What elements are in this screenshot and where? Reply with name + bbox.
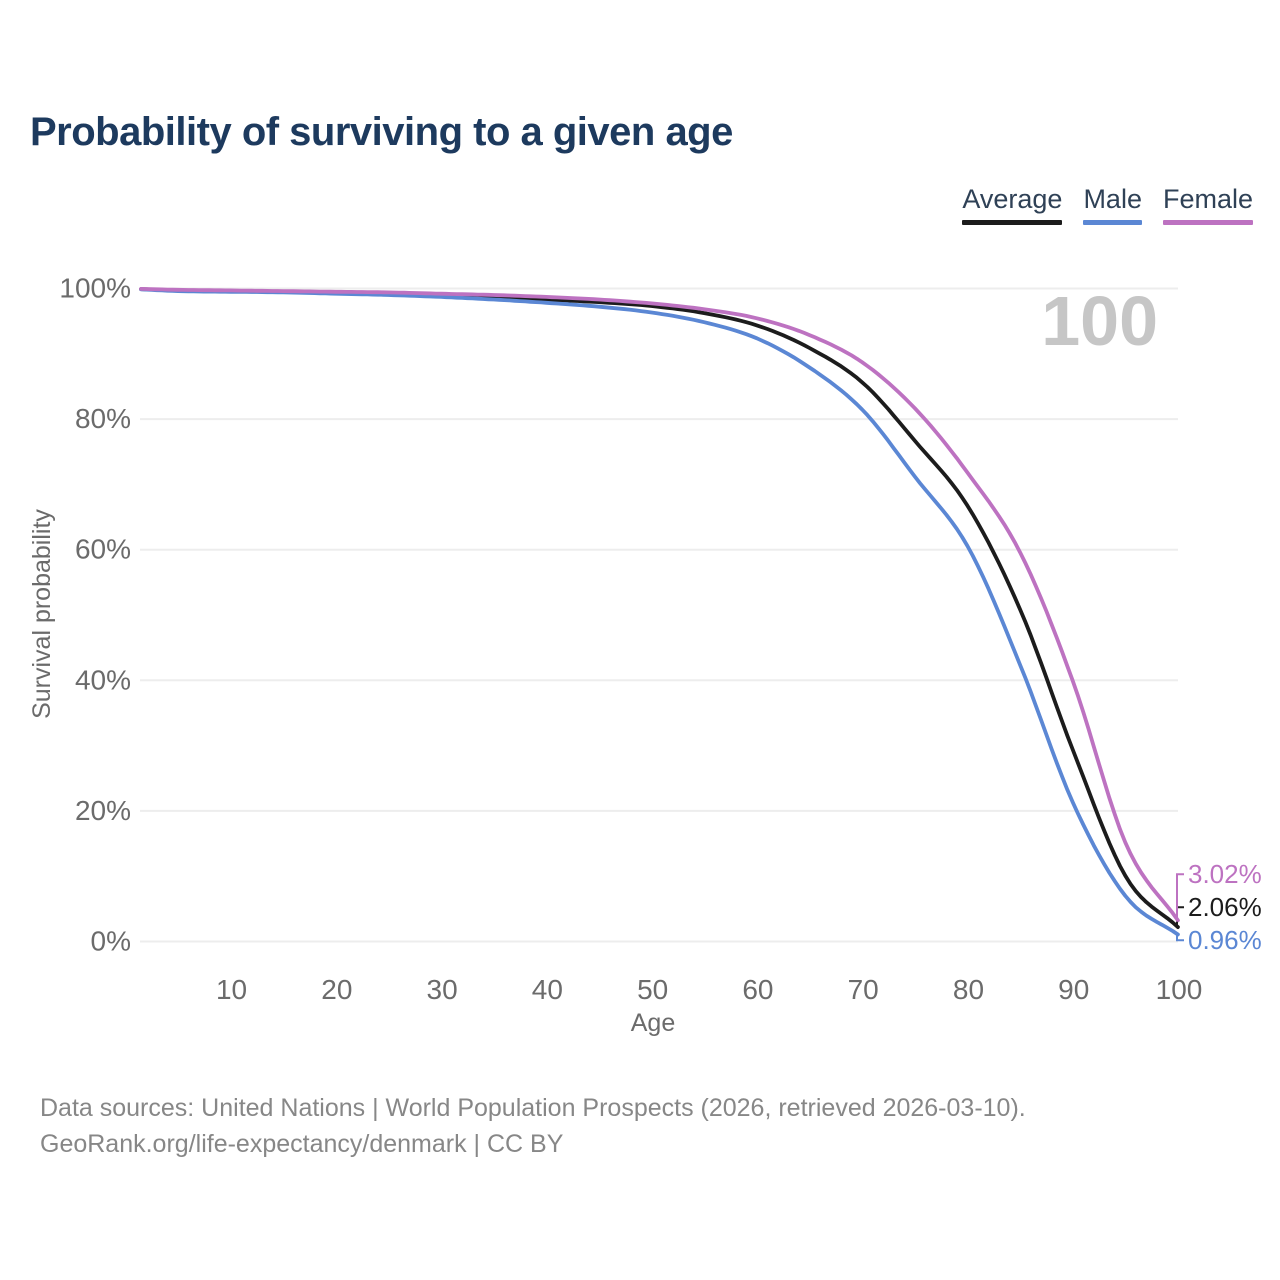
y-tick-label-100: 100%: [59, 273, 131, 304]
x-tick-label-70: 70: [848, 974, 879, 1005]
legend-swatch-average: [962, 220, 1063, 225]
x-axis-title: Age: [631, 1009, 675, 1037]
x-tick-label-20: 20: [321, 974, 352, 1005]
legend-item-female[interactable]: Female: [1162, 184, 1253, 225]
x-tick-label-60: 60: [742, 974, 773, 1005]
x-tick-label-40: 40: [532, 974, 563, 1005]
end-value-label-male: 0.96%: [1188, 925, 1262, 955]
y-tick-label-40: 40%: [75, 664, 131, 695]
y-tick-label-0: 0%: [91, 926, 131, 957]
legend-swatch-female: [1162, 220, 1253, 225]
x-tick-label-50: 50: [637, 974, 668, 1005]
footer-data-sources: Data sources: United Nations | World Pop…: [40, 1094, 1026, 1122]
legend-label-average: Average: [962, 184, 1063, 214]
legend-swatch-male: [1083, 220, 1142, 225]
legend-label-male: Male: [1083, 184, 1142, 214]
x-tick-label-80: 80: [953, 974, 984, 1005]
x-tick-label-30: 30: [427, 974, 458, 1005]
footer-attribution: GeoRank.org/life-expectancy/denmark | CC…: [40, 1130, 564, 1158]
y-tick-label-80: 80%: [75, 403, 131, 434]
legend-label-female: Female: [1162, 184, 1253, 214]
end-label-connector-male: [1176, 935, 1184, 942]
legend: Average Male Female: [962, 184, 1253, 225]
x-tick-label-100: 100: [1156, 974, 1203, 1005]
series-line-average: [139, 287, 1180, 929]
y-axis-title: Survival probability: [28, 509, 56, 719]
chart-title: Probability of surviving to a given age: [30, 110, 733, 154]
end-value-label-average: 2.06%: [1188, 892, 1262, 922]
series-line-female: [139, 287, 1180, 923]
x-tick-label-10: 10: [216, 974, 247, 1005]
x-tick-label-90: 90: [1058, 974, 1089, 1005]
footer: Data sources: United Nations | World Pop…: [40, 1090, 1026, 1162]
legend-item-male[interactable]: Male: [1083, 184, 1142, 225]
y-tick-label-20: 20%: [75, 795, 131, 826]
age-indicator-label: 100: [1041, 282, 1158, 360]
y-tick-label-60: 60%: [75, 534, 131, 565]
end-value-label-female: 3.02%: [1188, 859, 1262, 889]
end-label-connector-female: [1176, 873, 1184, 922]
legend-item-average[interactable]: Average: [962, 184, 1063, 225]
